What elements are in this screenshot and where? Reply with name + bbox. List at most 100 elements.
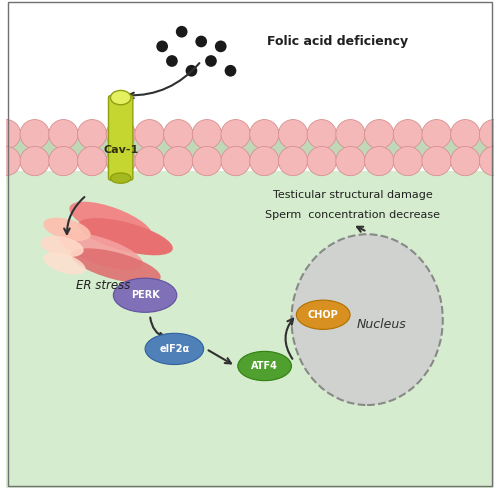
Ellipse shape [346, 153, 356, 174]
Ellipse shape [173, 153, 184, 174]
Circle shape [156, 41, 168, 52]
Circle shape [106, 120, 136, 149]
Ellipse shape [145, 333, 204, 365]
Circle shape [192, 146, 222, 176]
Circle shape [164, 146, 193, 176]
Ellipse shape [70, 202, 152, 243]
Ellipse shape [316, 153, 327, 174]
Ellipse shape [30, 122, 40, 142]
Ellipse shape [87, 153, 97, 174]
Ellipse shape [58, 122, 68, 142]
Circle shape [364, 120, 394, 149]
Circle shape [450, 146, 480, 176]
Circle shape [278, 146, 308, 176]
Ellipse shape [432, 122, 442, 142]
Circle shape [450, 120, 480, 149]
Text: ER stress: ER stress [76, 279, 131, 292]
Ellipse shape [288, 122, 298, 142]
Circle shape [135, 120, 164, 149]
Ellipse shape [1, 122, 11, 142]
Ellipse shape [230, 153, 241, 174]
Ellipse shape [144, 122, 154, 142]
Circle shape [0, 120, 20, 149]
Ellipse shape [292, 234, 443, 405]
Ellipse shape [489, 122, 499, 142]
Circle shape [278, 120, 308, 149]
Ellipse shape [288, 153, 298, 174]
Circle shape [49, 120, 78, 149]
Ellipse shape [58, 153, 68, 174]
Ellipse shape [110, 90, 131, 105]
Ellipse shape [238, 351, 292, 381]
Circle shape [20, 120, 50, 149]
Circle shape [106, 146, 136, 176]
Ellipse shape [316, 122, 327, 142]
Circle shape [166, 55, 178, 67]
Ellipse shape [259, 122, 270, 142]
Ellipse shape [30, 153, 40, 174]
Circle shape [221, 120, 250, 149]
Ellipse shape [202, 153, 212, 174]
Circle shape [307, 120, 336, 149]
Ellipse shape [40, 236, 84, 257]
Ellipse shape [346, 122, 356, 142]
Ellipse shape [114, 278, 177, 312]
Circle shape [135, 146, 164, 176]
Circle shape [480, 146, 500, 176]
Ellipse shape [374, 122, 384, 142]
Circle shape [78, 146, 107, 176]
Ellipse shape [110, 173, 131, 183]
Text: PERK: PERK [130, 290, 160, 300]
Ellipse shape [489, 153, 499, 174]
Ellipse shape [116, 122, 126, 142]
Bar [6, 0, 494, 171]
Ellipse shape [173, 122, 184, 142]
Circle shape [196, 36, 207, 47]
Circle shape [422, 146, 451, 176]
Ellipse shape [432, 153, 442, 174]
Circle shape [480, 120, 500, 149]
Circle shape [186, 65, 198, 77]
Ellipse shape [460, 153, 470, 174]
Ellipse shape [78, 218, 173, 255]
Circle shape [49, 146, 78, 176]
Circle shape [336, 146, 365, 176]
Ellipse shape [403, 122, 413, 142]
Ellipse shape [296, 300, 350, 329]
Circle shape [393, 120, 422, 149]
Ellipse shape [403, 153, 413, 174]
Text: eIF2α: eIF2α [159, 344, 190, 354]
Circle shape [192, 120, 222, 149]
Ellipse shape [460, 122, 470, 142]
Circle shape [250, 146, 279, 176]
Circle shape [215, 41, 226, 52]
Circle shape [176, 26, 188, 38]
Text: ATF4: ATF4 [251, 361, 278, 371]
Text: Nucleus: Nucleus [357, 318, 406, 331]
Circle shape [20, 146, 50, 176]
Circle shape [205, 55, 217, 67]
Circle shape [0, 146, 20, 176]
Circle shape [250, 120, 279, 149]
Circle shape [307, 146, 336, 176]
Circle shape [364, 146, 394, 176]
Text: CHOP: CHOP [308, 310, 338, 320]
Circle shape [336, 120, 365, 149]
Bar [6, 129, 494, 166]
Circle shape [224, 65, 236, 77]
Circle shape [221, 146, 250, 176]
Ellipse shape [144, 153, 154, 174]
Ellipse shape [1, 153, 11, 174]
Text: Cav-1: Cav-1 [103, 145, 138, 155]
Circle shape [164, 120, 193, 149]
Ellipse shape [116, 153, 126, 174]
Ellipse shape [374, 153, 384, 174]
Ellipse shape [87, 122, 97, 142]
Ellipse shape [71, 248, 160, 284]
Ellipse shape [230, 122, 241, 142]
FancyBboxPatch shape [108, 96, 133, 180]
Ellipse shape [259, 153, 270, 174]
Ellipse shape [202, 122, 212, 142]
Ellipse shape [59, 233, 143, 270]
Circle shape [422, 120, 451, 149]
